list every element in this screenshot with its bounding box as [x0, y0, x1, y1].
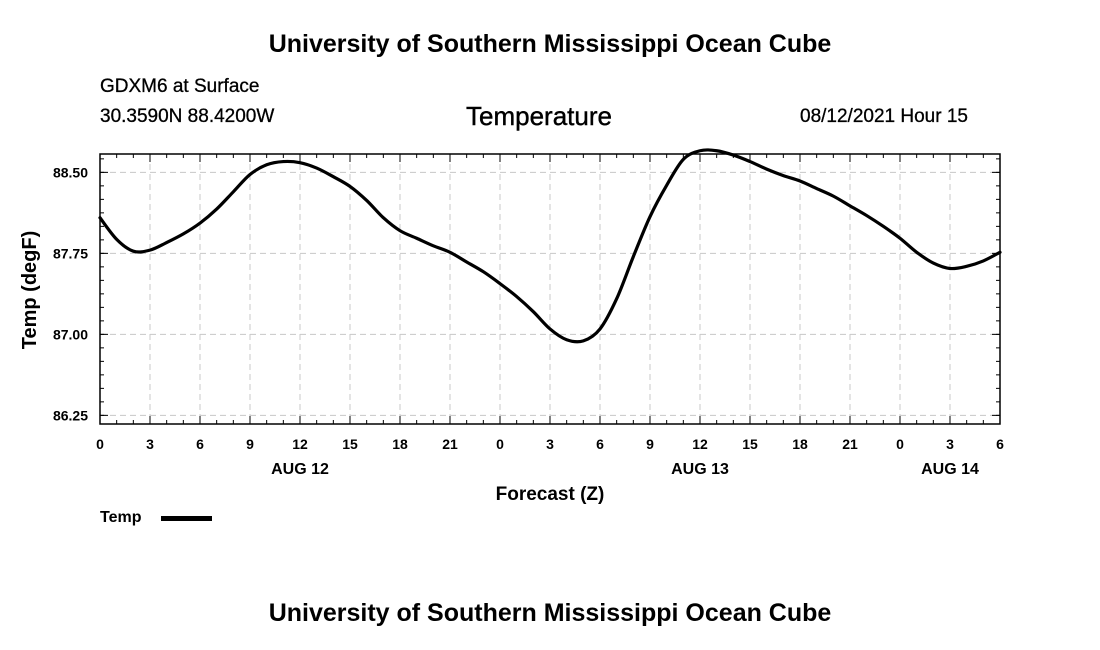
x-tick-label: 3 — [546, 436, 554, 452]
x-tick-label: 12 — [692, 436, 708, 452]
date-label: AUG 13 — [671, 461, 729, 478]
y-tick-label: 87.00 — [53, 326, 88, 342]
y-axis-label: Temp (degF) — [19, 231, 41, 350]
date-label: AUG 14 — [921, 461, 979, 478]
coordinates-label: 30.3590N 88.4200W — [100, 106, 275, 127]
date-label: AUG 12 — [271, 461, 329, 478]
x-tick-label: 3 — [946, 436, 954, 452]
bottom-title: University of Southern Mississippi Ocean… — [268, 599, 832, 627]
x-tick-label: 15 — [742, 436, 758, 452]
series-layer — [98, 148, 1002, 344]
x-tick-label: 6 — [996, 436, 1004, 452]
station-label: GDXM6 at Surface — [100, 76, 260, 97]
temp-series-line — [98, 148, 1002, 344]
x-tick-label: 21 — [842, 436, 858, 452]
y-tick-label: 88.50 — [53, 164, 88, 180]
x-tick-label: 0 — [496, 436, 504, 452]
plot-frame — [99, 153, 1001, 425]
x-tick-label: 18 — [392, 436, 408, 452]
x-tick-label: 15 — [342, 436, 358, 452]
x-tick-label: 6 — [196, 436, 204, 452]
x-axis-label: Forecast (Z) — [496, 484, 605, 505]
x-tick-label: 0 — [896, 436, 904, 452]
datetime-label: 08/12/2021 Hour 15 — [800, 106, 968, 127]
x-tick-label: 9 — [646, 436, 654, 452]
y-tick-label: 86.25 — [53, 407, 88, 423]
x-tick-label: 21 — [442, 436, 458, 452]
x-tick-label: 12 — [292, 436, 308, 452]
legend-line-swatch — [161, 516, 212, 521]
x-tick-label: 18 — [792, 436, 808, 452]
legend-label: Temp — [100, 509, 142, 526]
top-title: University of Southern Mississippi Ocean… — [268, 30, 832, 58]
x-tick-label: 9 — [246, 436, 254, 452]
x-tick-label: 6 — [596, 436, 604, 452]
axis-layer: 86.25 87.00 87.75 88.50 0 3 6 9 12 15 18 21 0 3 6 9 12 15… — [53, 153, 1004, 478]
x-tick-label: 0 — [96, 436, 104, 452]
x-tick-label: 3 — [146, 436, 154, 452]
chart-title: Temperature — [466, 101, 612, 131]
grid-layer — [100, 154, 1000, 424]
y-tick-label: 87.75 — [53, 245, 88, 261]
